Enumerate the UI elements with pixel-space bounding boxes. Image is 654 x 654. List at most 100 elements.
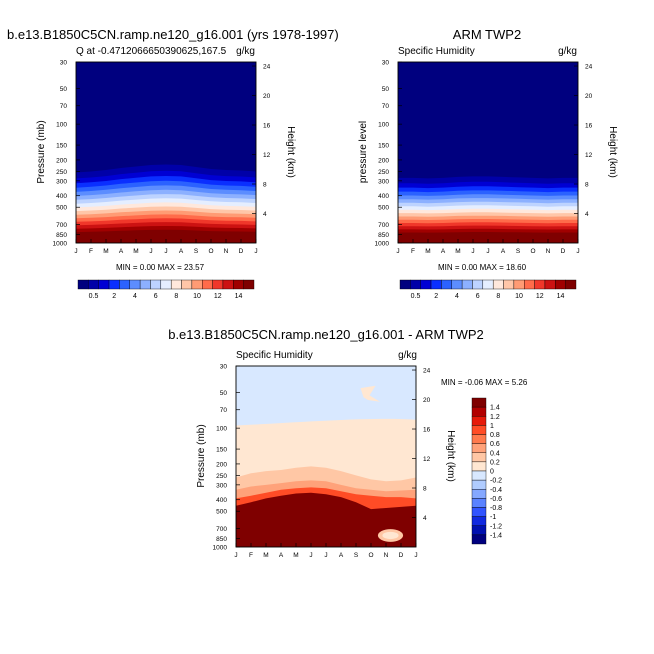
colorbar-swatch — [88, 279, 99, 290]
month-tick-label: A — [119, 248, 124, 255]
colorbar-label: 2 — [112, 293, 116, 300]
month-tick-label: N — [546, 248, 551, 255]
plot-area — [398, 62, 578, 243]
month-tick-label: D — [239, 248, 244, 255]
pressure-tick-label: 500 — [56, 205, 67, 212]
colorbar-swatch — [77, 279, 89, 290]
colorbar-swatch — [191, 279, 203, 290]
month-tick-label: J — [576, 248, 579, 255]
month-tick-label: S — [194, 248, 199, 255]
month-tick-label: J — [309, 552, 312, 559]
pressure-tick-label: 50 — [220, 390, 228, 397]
colorbar-label: -0.4 — [490, 487, 502, 494]
panel-obs: ARM TWP2 Specific Humidity g/kg pressure… — [358, 27, 618, 300]
plot-area — [76, 62, 256, 243]
panel-obs-title: ARM TWP2 — [453, 27, 521, 42]
colorbar-label: 10 — [515, 293, 523, 300]
month-tick-label: M — [133, 248, 138, 255]
colorbar-swatch — [524, 279, 535, 290]
height-tick-label: 16 — [585, 123, 593, 130]
pressure-tick-label: 100 — [56, 122, 67, 129]
month-tick-label: S — [354, 552, 359, 559]
colorbar-swatch — [160, 279, 172, 290]
pressure-tick-label: 850 — [378, 232, 389, 239]
colorbar-swatch — [555, 279, 566, 290]
panel-diff-ylabel2: Height (km) — [445, 430, 456, 482]
panel-model-units: g/kg — [236, 46, 255, 57]
height-tick-label: 12 — [423, 456, 431, 463]
colorbar-swatch — [212, 279, 224, 290]
pressure-tick-label: 700 — [56, 222, 67, 229]
colorbar-swatch — [471, 416, 487, 426]
colorbar-swatch — [472, 279, 484, 290]
panel-obs-ylabel: pressure level — [358, 121, 369, 183]
month-tick-label: J — [324, 552, 327, 559]
plot-frame — [235, 365, 417, 548]
colorbar-swatch — [119, 279, 130, 290]
colorbar-swatch — [471, 479, 487, 490]
height-tick-label: 20 — [423, 397, 431, 404]
colorbar-swatch — [410, 279, 421, 290]
panel-model-left-label: Q at -0.4712066650390625,167.5 — [76, 46, 227, 57]
colorbar-swatch — [430, 279, 442, 290]
colorbar-label: 0.2 — [490, 459, 500, 466]
month-tick-label: D — [561, 248, 566, 255]
pressure-tick-label: 30 — [220, 364, 228, 371]
month-tick-label: J — [74, 248, 77, 255]
colorbar-label: 1.2 — [490, 414, 500, 421]
panel-diff-ylabel: Pressure (mb) — [196, 424, 207, 487]
colorbar-label: -1.4 — [490, 532, 502, 539]
pressure-tick-label: 300 — [216, 482, 227, 489]
colorbar-label: 0.4 — [490, 450, 500, 457]
month-tick-label: J — [149, 248, 152, 255]
panel-diff-left-label: Specific Humidity — [236, 350, 313, 361]
height-tick-label: 4 — [263, 211, 267, 218]
plot-frame — [397, 61, 579, 244]
pressure-tick-label: 700 — [216, 526, 227, 533]
month-tick-label: O — [368, 552, 373, 559]
colorbar-swatch — [471, 516, 487, 526]
colorbar-swatch — [471, 452, 487, 463]
colorbar-label: 1.4 — [490, 405, 500, 412]
height-tick-label: 24 — [423, 368, 431, 375]
height-tick-label: 12 — [263, 152, 271, 159]
month-tick-label: A — [279, 552, 284, 559]
colorbar-swatch — [202, 279, 213, 290]
colorbar-swatch — [471, 434, 487, 444]
pressure-tick-label: 100 — [378, 122, 389, 129]
month-tick-label: O — [208, 248, 213, 255]
colorbar-swatch — [471, 489, 487, 499]
panel-obs-minmax: MIN = 0.00 MAX = 18.60 — [438, 263, 527, 272]
colorbar-swatch — [492, 279, 504, 290]
colorbar-label: -0.2 — [490, 478, 502, 485]
colorbar-swatch — [461, 279, 473, 290]
colorbar-swatch — [420, 279, 432, 290]
month-tick-label: A — [441, 248, 446, 255]
colorbar-label: 12 — [536, 293, 544, 300]
height-tick-label: 20 — [585, 93, 593, 100]
pressure-tick-label: 1000 — [375, 241, 390, 248]
colorbar-swatch — [482, 279, 494, 290]
plot-frame — [75, 61, 257, 244]
panel-model-minmax: MIN = 0.00 MAX = 23.57 — [116, 263, 205, 272]
colorbar-swatch — [513, 279, 525, 290]
height-tick-label: 12 — [585, 152, 593, 159]
month-tick-label: D — [399, 552, 404, 559]
colorbar-label: 0.5 — [89, 293, 99, 300]
pressure-tick-label: 850 — [216, 536, 227, 543]
pressure-tick-label: 50 — [60, 86, 68, 93]
colorbar-label: -1.2 — [490, 523, 502, 530]
colorbar-swatch — [471, 461, 487, 472]
height-tick-label: 4 — [423, 515, 427, 522]
pressure-tick-label: 200 — [56, 157, 67, 164]
colorbar-swatch — [471, 525, 487, 536]
month-tick-label: M — [103, 248, 108, 255]
colorbar-label: 4 — [133, 293, 137, 300]
colorbar-swatch — [170, 279, 182, 290]
pressure-tick-label: 500 — [216, 509, 227, 516]
colorbar-label: 0 — [490, 469, 494, 476]
contour-band — [236, 492, 416, 547]
height-tick-label: 16 — [263, 123, 271, 130]
colorbar-swatch — [181, 279, 193, 290]
month-tick-label: S — [516, 248, 521, 255]
